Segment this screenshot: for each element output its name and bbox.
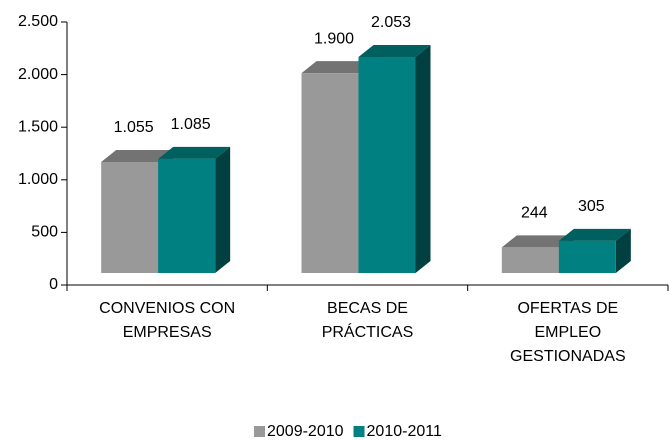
bar xyxy=(158,158,216,273)
x-tick-label: BECAS DE PRÁCTICAS xyxy=(322,300,414,341)
bar xyxy=(501,247,559,273)
value-label: 305 xyxy=(578,198,605,215)
legend-swatch xyxy=(254,426,265,437)
x-tick-label: CONVENIOS CON EMPRESAS xyxy=(99,300,235,341)
y-tick-label: 0 xyxy=(49,276,58,293)
y-tick-label: 1.500 xyxy=(18,118,58,135)
bar-top xyxy=(301,61,374,74)
bar xyxy=(358,57,416,273)
bar-top xyxy=(101,150,174,163)
y-tick-label: 500 xyxy=(31,224,58,241)
bar-side xyxy=(215,146,231,273)
y-tick-label: 1.000 xyxy=(18,171,58,188)
value-label: 1.900 xyxy=(314,30,354,47)
bar xyxy=(301,73,359,274)
legend-swatch xyxy=(353,426,365,437)
bar xyxy=(101,162,159,273)
value-label: 1.055 xyxy=(114,119,154,136)
bar xyxy=(558,240,616,273)
bar-top xyxy=(558,228,631,241)
x-tick-label: OFERTAS DE EMPLEO GESTIONADAS xyxy=(510,300,626,365)
legend-label: 2010-2011 xyxy=(367,423,442,440)
y-tick-label: 2.500 xyxy=(18,13,58,30)
bar-top xyxy=(501,235,574,248)
bar-top xyxy=(158,146,231,159)
legend-label: 2009-2010 xyxy=(267,423,344,440)
bar-side xyxy=(615,228,631,273)
y-tick-label: 2.000 xyxy=(18,66,58,83)
value-label: 2.053 xyxy=(371,14,411,31)
bar-top xyxy=(358,45,431,58)
value-label: 244 xyxy=(521,205,548,222)
bar-side xyxy=(415,45,431,273)
value-label: 1.085 xyxy=(171,116,211,133)
